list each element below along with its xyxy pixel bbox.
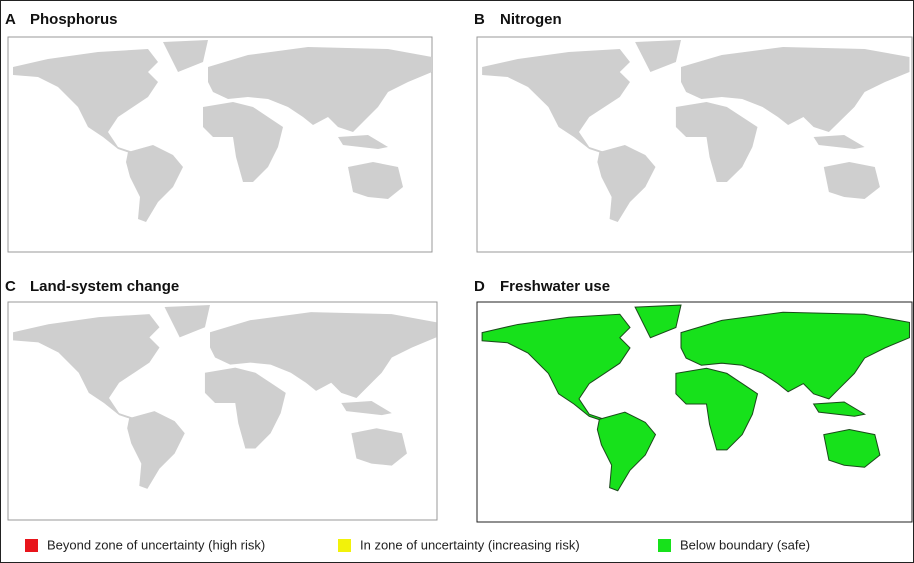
map bbox=[13, 40, 432, 222]
panel-title: Phosphorus bbox=[30, 11, 118, 28]
panel-letter: A bbox=[5, 11, 16, 28]
map bbox=[13, 305, 437, 489]
legend-swatch bbox=[658, 539, 671, 552]
panel-letter: C bbox=[5, 278, 16, 295]
panel-a: A Phosphorus bbox=[5, 11, 433, 253]
panel-b: B Nitrogen bbox=[474, 11, 913, 253]
panel-letter: D bbox=[474, 278, 485, 295]
panel-title: Nitrogen bbox=[500, 11, 562, 28]
panel-d: D Freshwater use bbox=[474, 278, 913, 523]
legend-label: Below boundary (safe) bbox=[680, 537, 810, 552]
panel-title: Land-system change bbox=[30, 278, 179, 295]
panel-letter: B bbox=[474, 11, 485, 28]
legend-label: Beyond zone of uncertainty (high risk) bbox=[47, 537, 265, 552]
legend: Beyond zone of uncertainty (high risk) I… bbox=[25, 537, 810, 552]
legend-swatch bbox=[25, 539, 38, 552]
panel-c: C Land-system change bbox=[5, 278, 438, 521]
legend-swatch bbox=[338, 539, 351, 552]
legend-label: In zone of uncertainty (increasing risk) bbox=[360, 537, 580, 552]
map bbox=[482, 40, 909, 222]
panel-title: Freshwater use bbox=[500, 278, 610, 295]
